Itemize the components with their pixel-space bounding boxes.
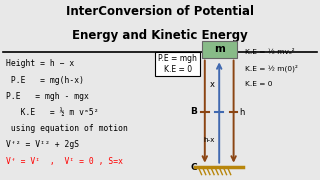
Text: K.E   = ½ m vᵃ5²: K.E = ½ m vᵃ5²: [6, 108, 99, 117]
Bar: [202, 41, 237, 58]
Bar: [155, 52, 200, 76]
Text: K.E = ½ m(0)²: K.E = ½ m(0)²: [245, 65, 298, 72]
Text: Vᶠ = Vᴵ  ,  Vᴵ = 0 , S=x: Vᶠ = Vᴵ , Vᴵ = 0 , S=x: [6, 157, 124, 166]
Text: C: C: [190, 163, 197, 172]
Text: Vᶠ² = Vᴵ² + 2gS: Vᶠ² = Vᴵ² + 2gS: [6, 140, 80, 149]
Text: Energy and Kinetic Energy: Energy and Kinetic Energy: [72, 29, 248, 42]
Text: K.E = ½ mvₐ²: K.E = ½ mvₐ²: [245, 49, 294, 55]
Text: P.E = mgh: P.E = mgh: [158, 54, 197, 63]
Text: InterConversion of Potential: InterConversion of Potential: [66, 5, 254, 18]
Text: A: A: [190, 53, 197, 62]
Text: K.E = 0: K.E = 0: [164, 65, 192, 74]
Text: h-x: h-x: [203, 136, 214, 143]
Text: P.E   = mgh - mgx: P.E = mgh - mgx: [6, 92, 89, 101]
Text: h: h: [239, 108, 245, 117]
Text: B: B: [190, 107, 197, 116]
Text: Height = h − x: Height = h − x: [6, 59, 75, 68]
Text: x: x: [209, 80, 214, 89]
Text: P.E   = mg(h-x): P.E = mg(h-x): [6, 76, 84, 85]
Text: using equation of motion: using equation of motion: [6, 124, 128, 133]
Text: K.E = 0: K.E = 0: [245, 81, 272, 87]
Text: m: m: [214, 44, 225, 55]
